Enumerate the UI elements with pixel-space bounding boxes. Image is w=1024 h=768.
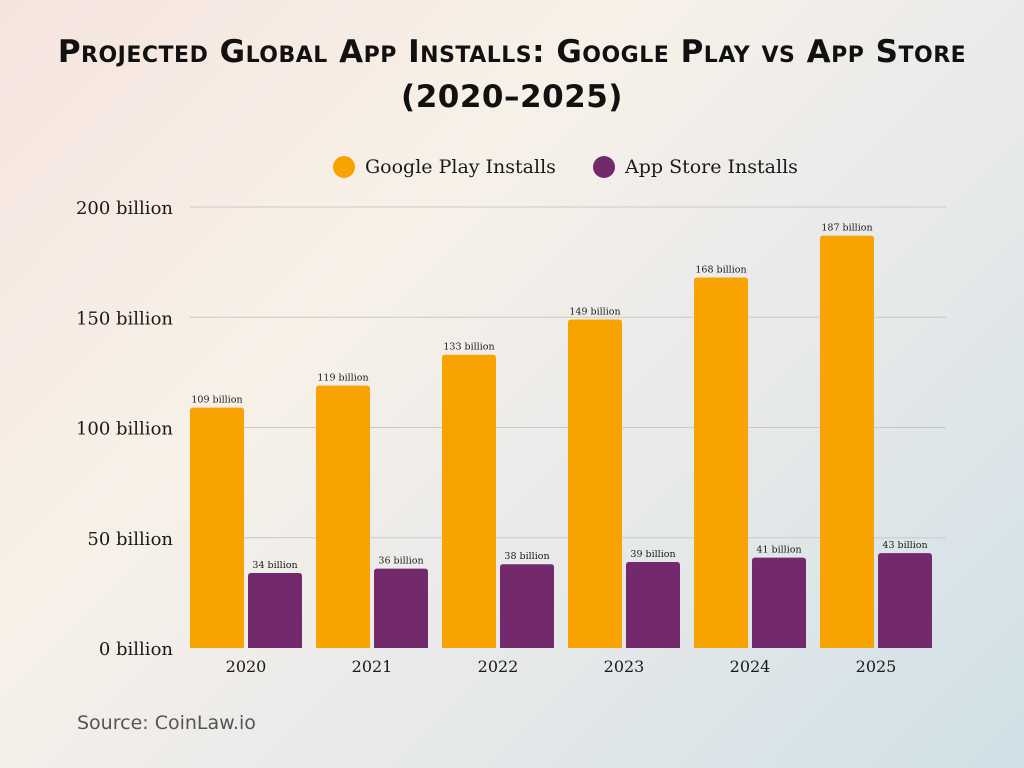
bar-app-store (374, 568, 428, 648)
bar-app-store (500, 564, 554, 648)
data-label: 119 billion (317, 373, 368, 384)
bar-google-play (694, 277, 748, 648)
bar-app-store (248, 573, 302, 648)
legend-item-app-store: App Store Installs (593, 152, 798, 182)
legend: Google Play Installs App Store Installs (0, 152, 1024, 182)
y-tick-label: 100 billion (76, 419, 173, 440)
data-label: 41 billion (756, 545, 801, 556)
data-label: 36 billion (378, 556, 423, 567)
y-tick-label: 50 billion (87, 529, 173, 550)
data-label: 109 billion (191, 395, 242, 406)
data-label: 133 billion (443, 342, 494, 353)
data-label: 168 billion (695, 265, 746, 276)
data-label: 187 billion (821, 223, 872, 234)
data-label: 34 billion (252, 560, 297, 571)
x-tick-label: 2025 (856, 657, 897, 676)
source-note: Source: CoinLaw.io (77, 712, 256, 734)
legend-swatch-app-store (593, 156, 615, 178)
y-tick-label: 0 billion (99, 639, 174, 660)
chart-title: Projected Global App Installs: Google Pl… (57, 34, 967, 115)
data-label: 38 billion (504, 551, 549, 562)
bar-app-store (878, 553, 932, 648)
bar-app-store (626, 562, 680, 648)
bar-app-store (752, 557, 806, 648)
y-tick-label: 150 billion (76, 308, 173, 329)
legend-swatch-google-play (333, 156, 355, 178)
legend-label-app-store: App Store Installs (625, 156, 798, 178)
legend-item-google-play: Google Play Installs (333, 152, 556, 182)
x-tick-label: 2020 (226, 657, 267, 676)
data-label: 43 billion (882, 540, 927, 551)
data-label: 39 billion (630, 549, 675, 560)
x-tick-label: 2024 (730, 657, 771, 676)
x-tick-label: 2021 (352, 657, 393, 676)
bar-google-play (442, 354, 496, 648)
y-tick-label: 200 billion (76, 198, 173, 219)
bar-google-play (190, 407, 244, 648)
bar-google-play (820, 235, 874, 649)
x-tick-label: 2022 (478, 657, 519, 676)
data-label: 149 billion (569, 306, 620, 317)
bar-google-play (568, 319, 622, 648)
bar-google-play (316, 385, 370, 648)
bar-chart: 0 billion 50 billion 100 billion 150 billio… (76, 198, 946, 676)
x-tick-label: 2023 (604, 657, 645, 676)
legend-label-google-play: Google Play Installs (365, 156, 556, 178)
